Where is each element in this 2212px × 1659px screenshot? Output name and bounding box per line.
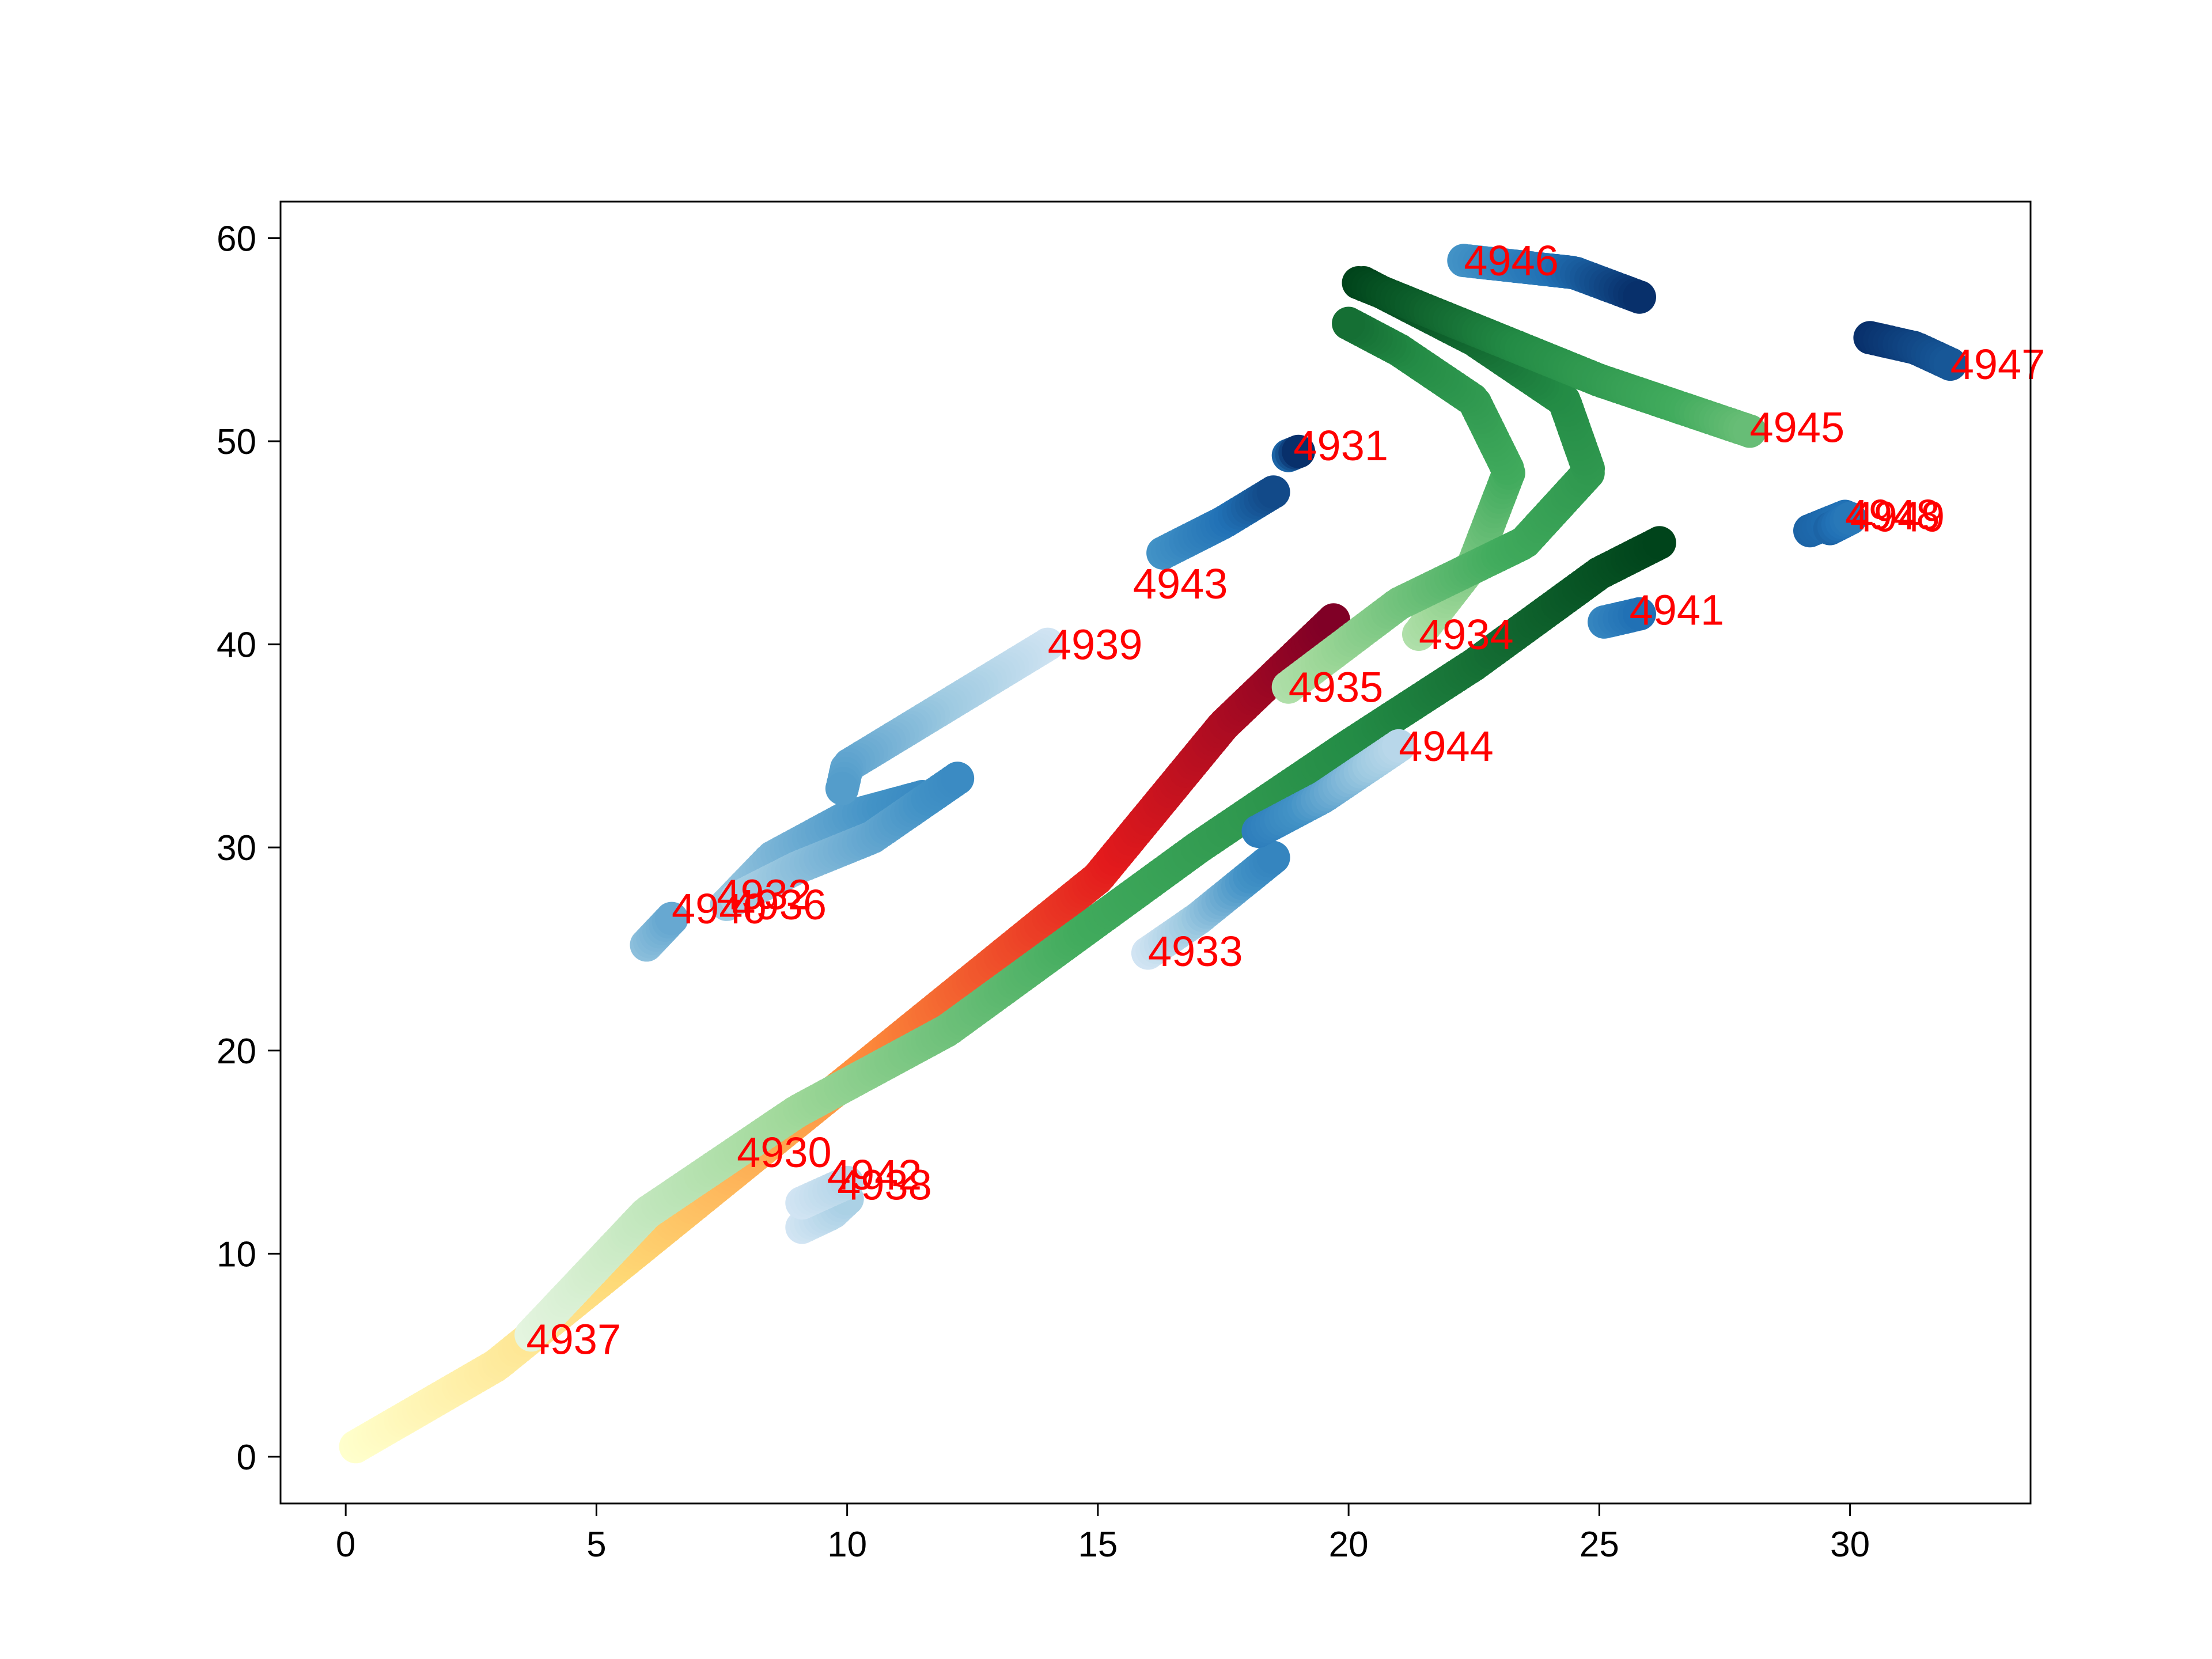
track-label-4935: 4935	[1289, 664, 1384, 711]
track-label-4939: 4939	[1048, 621, 1143, 669]
y-tick-label: 0	[237, 1438, 256, 1478]
track-point	[1623, 280, 1656, 314]
x-tick-label: 30	[1830, 1525, 1870, 1565]
x-tick-label: 5	[586, 1525, 606, 1565]
track-label-4943: 4943	[1133, 560, 1228, 608]
track-point	[1256, 840, 1290, 874]
track-4947	[1853, 321, 1967, 381]
track-4943	[1146, 475, 1290, 570]
track-4941	[1588, 597, 1656, 639]
track-4945	[1342, 266, 1767, 448]
track-4931	[1271, 434, 1316, 472]
track-label-4934: 4934	[1419, 611, 1514, 658]
axes-frame	[279, 200, 2032, 1505]
track-4933	[1131, 840, 1290, 970]
y-tick-label: 40	[217, 626, 256, 665]
track-4936	[720, 762, 975, 915]
tracks-layer	[339, 244, 1967, 1464]
track-point	[1256, 475, 1290, 509]
track-4949	[1813, 502, 1867, 546]
y-tick-label: 50	[217, 422, 256, 462]
y-tick-label: 10	[217, 1234, 256, 1274]
track-4937	[514, 526, 1676, 1352]
x-tick-label: 0	[336, 1525, 355, 1565]
track-label-4941: 4941	[1630, 586, 1725, 634]
track-point	[1382, 729, 1416, 763]
track-4939	[825, 627, 1065, 805]
track-4940	[630, 902, 688, 962]
track-label-4932: 4932	[717, 870, 812, 918]
track-point	[1642, 526, 1676, 560]
track-4942	[785, 1165, 864, 1220]
x-tick-label: 15	[1078, 1525, 1118, 1565]
track-label-4946: 4946	[1464, 237, 1559, 285]
track-point	[1833, 502, 1867, 535]
track-label-4948: 4948	[1845, 491, 1940, 539]
track-label-4933: 4933	[1148, 927, 1243, 975]
track-label-4944: 4944	[1399, 722, 1494, 770]
x-tick-label: 20	[1329, 1525, 1369, 1565]
track-labels-layer: 4930 4931 4932 4933 4934 4935 4936 4937 4938 4939…	[527, 237, 2046, 1363]
track-label-4949: 4949	[1850, 493, 1945, 541]
track-label-4937: 4937	[527, 1315, 622, 1363]
track-point	[825, 771, 859, 805]
track-label-4931: 4931	[1293, 422, 1388, 469]
track-point	[1623, 597, 1656, 631]
track-point	[1933, 347, 1967, 381]
track-label-4940: 4940	[672, 885, 767, 933]
track-point	[1332, 306, 1366, 340]
track-label-4947: 4947	[1950, 340, 2046, 388]
track-point	[830, 1165, 864, 1199]
track-label-4945: 4945	[1750, 403, 1845, 451]
y-axis: 0 10 20 30 40 50 60	[217, 219, 281, 1478]
track-4944	[1241, 729, 1416, 848]
x-tick-label: 10	[827, 1525, 867, 1565]
x-axis: 0 5 10 15 20 25 30	[336, 1503, 1870, 1565]
track-point	[1282, 434, 1316, 468]
track-point	[655, 902, 688, 935]
y-tick-label: 20	[217, 1032, 256, 1071]
track-point	[1733, 414, 1767, 448]
y-tick-label: 60	[217, 219, 256, 259]
track-label-4938: 4938	[837, 1161, 932, 1209]
track-4946	[1447, 244, 1656, 314]
track-label-4930: 4930	[737, 1128, 832, 1176]
track-label-4936: 4936	[732, 881, 827, 929]
track-point	[941, 762, 975, 796]
y-tick-label: 30	[217, 828, 256, 868]
track-label-4942: 4942	[827, 1151, 922, 1199]
x-tick-label: 25	[1580, 1525, 1619, 1565]
